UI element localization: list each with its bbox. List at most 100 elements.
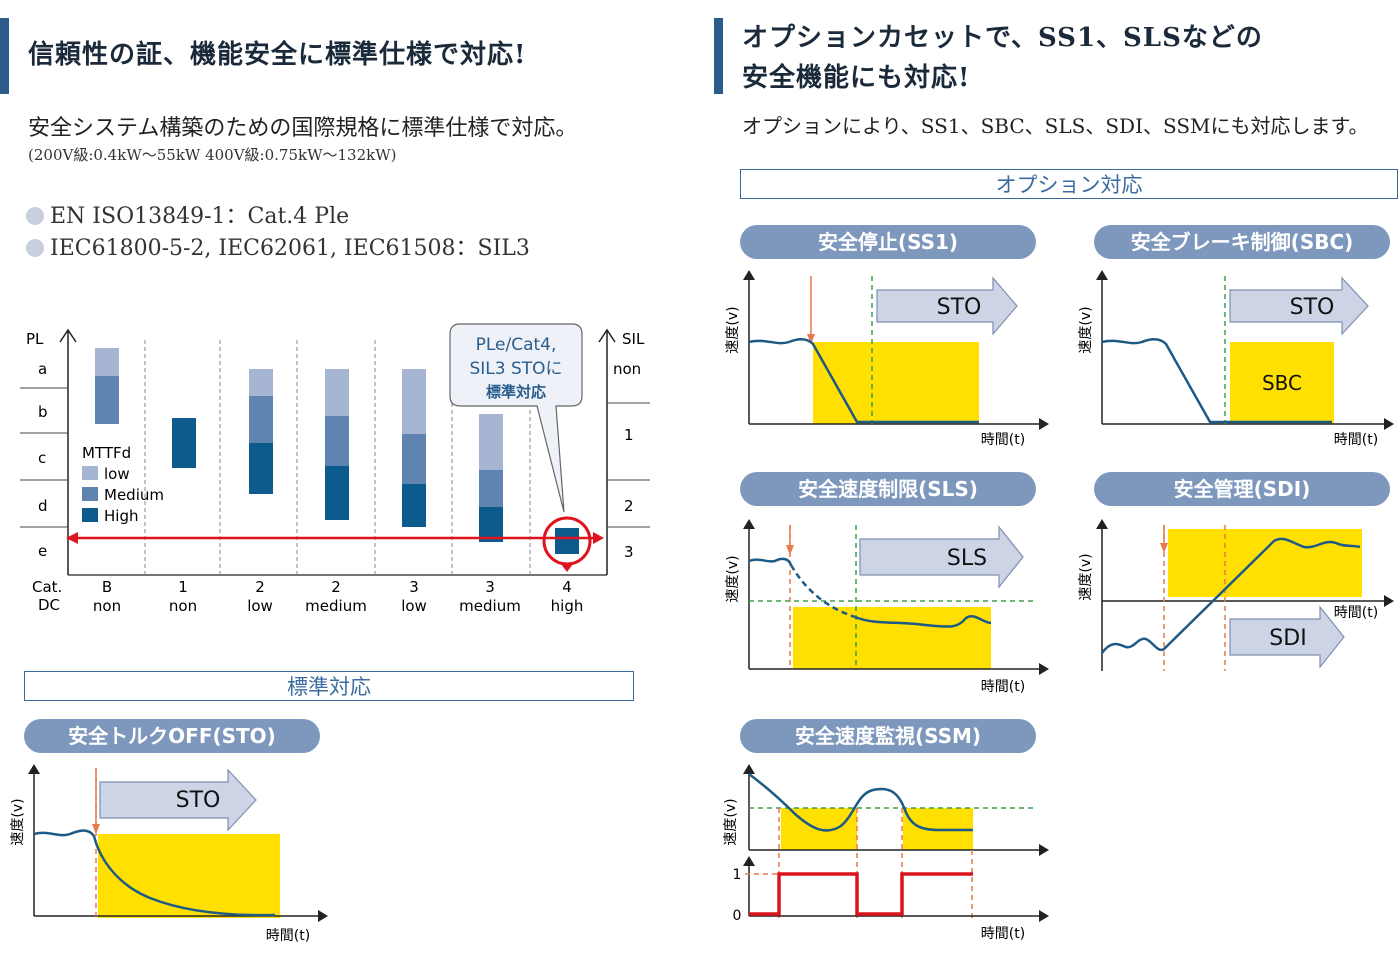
limit-zone <box>793 607 991 669</box>
ss1-graph: STO 速度(v) 時間(t) <box>725 270 1049 448</box>
standard-iec-text: IEC61800-5-2, IEC62061, IEC61508：SIL3 <box>50 236 530 261</box>
sls-arrow <box>859 525 1024 589</box>
dc-label: DC <box>38 596 60 614</box>
sto-arrow <box>99 768 257 832</box>
signal-1-label: 1 <box>733 867 742 883</box>
y-axis-label: 速度(v) <box>725 306 741 353</box>
left-heading: 信頼性の証、機能安全に標準仕様で対応! <box>28 40 527 70</box>
legend-medium: Medium <box>104 486 164 504</box>
ple-arrow-left <box>66 532 78 544</box>
col-cat: 2 <box>331 578 341 596</box>
right-heading-line-2: 安全機能にも対応! <box>742 63 971 93</box>
bar-2low-high <box>249 443 273 494</box>
ssm-pill: 安全速度監視(SSM) <box>740 719 1036 753</box>
y-axis-label: 速度(v) <box>723 798 739 845</box>
arrow-label: SLS <box>947 546 987 571</box>
right-intro: オプションにより、SS1、SBC、SLS、SDI、SSMにも対応します。 <box>742 114 1369 138</box>
sil-axis-arrow <box>598 328 616 343</box>
sil-axis-label: SIL <box>622 330 645 348</box>
capacity-note: (200V級:0.4kW～55kW 400V級:0.75kW～132kW) <box>28 146 397 164</box>
heading-accent-bar <box>0 18 9 94</box>
decel-curve <box>789 564 856 619</box>
sbc-label: SBC <box>1262 371 1302 395</box>
col-cat: 4 <box>562 578 572 596</box>
bar-2low-medium <box>249 396 273 443</box>
stop-zone <box>98 834 280 918</box>
speed-curve <box>33 829 276 917</box>
x-axis-label: 時間(t) <box>1334 605 1378 621</box>
sdi-graph: SDI 速度(v) 時間(t) <box>1078 519 1394 671</box>
col-cat: 2 <box>255 578 265 596</box>
col-dc: medium <box>305 597 367 615</box>
sto-graph: STO 速度(v) 時間(t) <box>10 764 328 944</box>
circle-pointer <box>561 564 573 572</box>
standard-box-title: 標準対応 <box>24 671 634 701</box>
standard-iso-text: EN ISO13849-1：Cat.4 Ple <box>50 204 350 229</box>
callout-bubble <box>449 323 583 513</box>
arrow-label: SDI <box>1269 626 1306 651</box>
heading-accent-bar <box>714 18 723 94</box>
arrow-label: STO <box>1290 295 1335 320</box>
pl-axis-arrow <box>59 328 77 343</box>
legend-title: MTTFd <box>82 444 131 462</box>
callout-line-2: SIL3 STOに <box>469 359 562 379</box>
bar-3low-high <box>402 484 426 527</box>
ssm-graph: 1 0 速度(v) 時間(t) <box>723 764 1049 942</box>
legend-low-swatch <box>82 466 98 480</box>
left-intro: 安全システム構築のための国際規格に標準仕様で対応。 <box>28 116 578 141</box>
callout-line-1: PLe/Cat4, <box>476 335 557 355</box>
sls-graph: SLS 速度(v) 時間(t) <box>725 519 1049 695</box>
callout-line-3: 標準対応 <box>486 383 546 401</box>
col-cat: 1 <box>178 578 188 596</box>
pl-level-a: a <box>38 360 47 378</box>
bullet-icon <box>26 207 44 225</box>
x-axis-label: 時間(t) <box>1334 432 1378 448</box>
sil-level-non: non <box>613 360 641 378</box>
option-box-title: オプション対応 <box>740 169 1398 199</box>
cat-label: Cat. <box>32 578 62 596</box>
bar-3low-medium <box>402 434 426 484</box>
stop-zone <box>813 342 979 424</box>
sbc-pill: 安全ブレーキ制御(SBC) <box>1094 225 1390 259</box>
x-axis-label: 時間(t) <box>266 928 310 944</box>
standard-iso: EN ISO13849-1：Cat.4 Ple <box>26 198 349 230</box>
bullet-icon <box>26 239 44 257</box>
sil-level-3: 3 <box>624 543 634 561</box>
speed-curve <box>1100 537 1361 654</box>
bar-3med-medium <box>479 470 503 507</box>
sil-level-1: 1 <box>624 426 634 444</box>
bar-3med-high <box>479 507 503 542</box>
col-dc: high <box>551 597 584 615</box>
bar-3low-low <box>402 369 426 434</box>
sdi-arrow <box>1229 605 1345 669</box>
sto-arrow <box>876 276 1018 336</box>
speed-curve <box>748 773 973 832</box>
x-axis-label: 時間(t) <box>981 926 1025 942</box>
ple-arrow-right <box>593 532 604 544</box>
sto-arrow <box>1229 276 1369 336</box>
y-axis-label: 速度(v) <box>725 555 741 602</box>
col-dc: low <box>401 597 427 615</box>
col-cat: 3 <box>409 578 419 596</box>
bar-2med-low <box>325 369 349 416</box>
col-cat: 3 <box>485 578 495 596</box>
col-cat: B <box>102 578 112 596</box>
y-axis-label: 速度(v) <box>10 798 26 845</box>
ss1-pill: 安全停止(SS1) <box>740 225 1036 259</box>
bar-2med-medium <box>325 416 349 466</box>
bar-b-medium <box>95 376 119 424</box>
arrow-label: STO <box>937 295 982 320</box>
legend-low: low <box>104 465 130 483</box>
pl-axis-label: PL <box>26 330 44 348</box>
signal-0-label: 0 <box>733 908 742 924</box>
bar-3med-low <box>479 414 503 470</box>
bar-2med-high <box>325 466 349 520</box>
legend-high: High <box>104 507 138 525</box>
sbc-graph: SBC STO 速度(v) 時間(t) <box>1078 270 1394 448</box>
sto-pill: 安全トルクOFF(STO) <box>24 719 320 753</box>
sls-pill: 安全速度制限(SLS) <box>740 472 1036 506</box>
col-dc: medium <box>459 597 521 615</box>
speed-curve <box>748 338 979 424</box>
bar-2low-low <box>249 369 273 396</box>
bar-4-high <box>555 528 579 554</box>
